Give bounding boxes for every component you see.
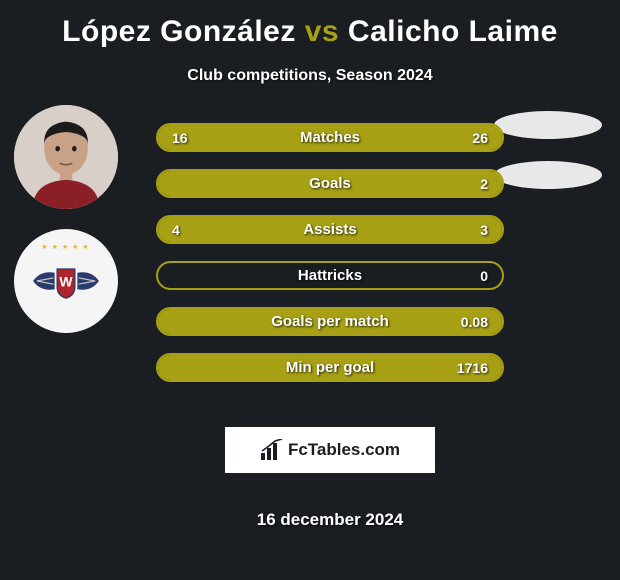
svg-text:W: W (59, 274, 73, 290)
stat-label: Hattricks (298, 267, 362, 284)
fctables-icon (260, 439, 284, 461)
stat-value-right: 2 (480, 176, 488, 192)
stat-label: Assists (303, 221, 356, 238)
comparison-title: López González vs Calicho Laime (62, 15, 558, 49)
player1-name: López González (62, 15, 296, 48)
vs-word: vs (305, 15, 339, 48)
avatar-svg (14, 105, 118, 209)
stat-row: 0Hattricks0 (156, 261, 504, 290)
brand-text: FcTables.com (288, 440, 400, 460)
player1-column: ★ ★ ★ ★ ★ W (8, 105, 123, 333)
subtitle: Club competitions, Season 2024 (187, 67, 432, 85)
stat-value-left: 16 (172, 130, 188, 146)
stat-label: Min per goal (286, 359, 374, 376)
stat-label: Matches (300, 129, 360, 146)
stat-row: 16 Matches 26 (156, 123, 504, 152)
stat-row: 0Min per goal1716 (156, 353, 504, 382)
stat-value-right: 26 (472, 130, 488, 146)
stat-row: 4 Assists 3 (156, 215, 504, 244)
brand-card: FcTables.com (225, 427, 435, 473)
stat-value-right: 3 (480, 222, 488, 238)
stat-value-right: 1716 (457, 360, 488, 376)
player2-placeholder-oval (494, 111, 602, 139)
stat-value-left: 4 (172, 222, 180, 238)
stat-row: 0Goals2 (156, 169, 504, 198)
club-badge-svg: W (28, 256, 104, 306)
stat-row: 0Goals per match0.08 (156, 307, 504, 336)
player2-column (492, 111, 602, 189)
stat-label: Goals (309, 175, 351, 192)
player2-placeholder-oval (494, 161, 602, 189)
stat-value-right: 0.08 (461, 314, 488, 330)
player1-club-badge: ★ ★ ★ ★ ★ W (14, 229, 118, 333)
player2-name: Calicho Laime (348, 15, 558, 48)
player1-avatar (14, 105, 118, 209)
badge-stars-icon: ★ ★ ★ ★ ★ (41, 243, 89, 251)
stat-label: Goals per match (271, 313, 389, 330)
date-line: 16 december 2024 (257, 510, 404, 530)
stat-value-right: 0 (480, 268, 488, 284)
stats-area: ★ ★ ★ ★ ★ W 16 Matches 26 0 Goals 2 4 Assists 3 0… (0, 123, 620, 530)
